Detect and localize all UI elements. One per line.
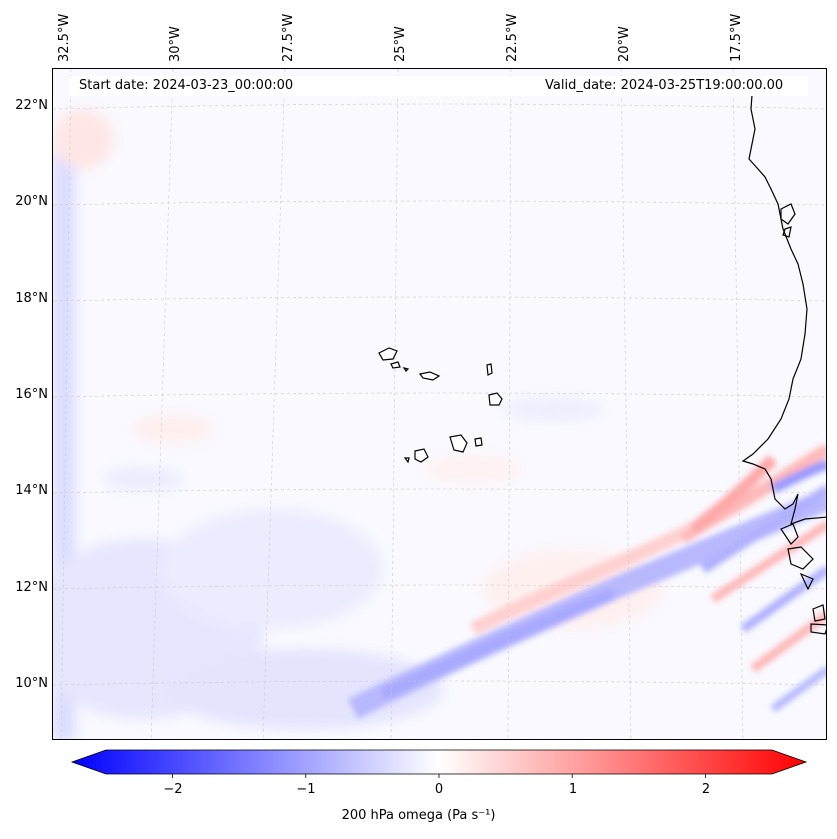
lat-label-22n: 22°N [15, 98, 48, 113]
colorbar [70, 749, 808, 778]
colorbar-tick-label: 0 [434, 782, 444, 797]
colorbar-body [70, 749, 808, 775]
colorbar-tick-label: −2 [163, 782, 183, 797]
colorbar-title: 200 hPa omega (Pa s⁻¹) [341, 808, 496, 823]
lat-label-16n: 16°N [15, 387, 48, 402]
lon-label-32-5w: 32.5°W [57, 13, 72, 62]
colorbar-tick-label: 2 [701, 782, 711, 797]
lat-label-14n: 14°N [15, 483, 48, 498]
lon-label-17-5w: 17.5°W [729, 13, 744, 62]
lat-label-18n: 18°N [15, 291, 48, 306]
valid-date-label: Valid_date: 2024-03-25T19:00:00.00 [545, 78, 784, 93]
lon-label-30w: 30°W [168, 26, 183, 62]
map-panel[interactable] [52, 68, 827, 740]
omega-field [53, 69, 826, 739]
cape-verde-islands [378, 347, 503, 464]
start-date-label: Start date: 2024-03-23_00:00:00 [79, 78, 294, 93]
lat-label-12n: 12°N [15, 580, 48, 595]
coastline [741, 80, 826, 635]
lon-label-20w: 20°W [617, 26, 632, 62]
lon-label-27-5w: 27.5°W [281, 13, 296, 62]
lon-label-22-5w: 22.5°W [505, 13, 520, 62]
header-bar [70, 76, 808, 96]
lon-label-25w: 25°W [393, 26, 408, 62]
colorbar-tick-label: 1 [568, 782, 578, 797]
lat-label-20n: 20°N [15, 194, 48, 209]
lat-label-10n: 10°N [15, 676, 48, 691]
colorbar-tick-label: −1 [296, 782, 316, 797]
